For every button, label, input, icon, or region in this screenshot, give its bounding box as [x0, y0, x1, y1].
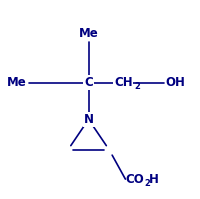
Text: CO: CO — [125, 173, 143, 186]
Text: OH: OH — [164, 76, 184, 89]
Text: N: N — [83, 113, 93, 126]
Text: Me: Me — [7, 76, 27, 89]
Text: Me: Me — [78, 27, 98, 40]
Text: 2: 2 — [134, 82, 140, 92]
Text: C: C — [84, 76, 92, 89]
Text: CH: CH — [114, 76, 132, 89]
Text: H: H — [148, 173, 158, 186]
Text: 2: 2 — [144, 179, 149, 188]
